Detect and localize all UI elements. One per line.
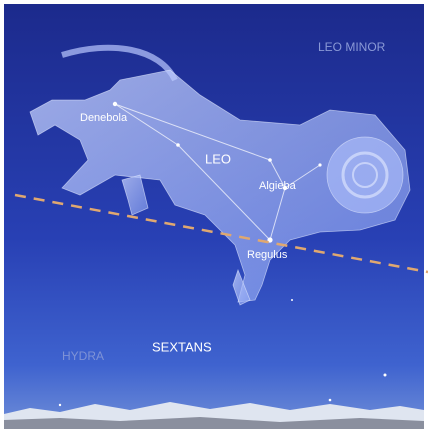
star — [291, 299, 293, 301]
star — [329, 399, 332, 402]
mountain-base — [4, 417, 424, 429]
constellation-label: LEO MINOR — [318, 40, 386, 54]
star — [59, 404, 61, 406]
star — [176, 143, 180, 147]
lion-head — [327, 137, 403, 213]
star-label: Regulus — [247, 249, 288, 261]
constellation-label: LEO — [205, 151, 231, 166]
star — [113, 102, 117, 106]
star — [268, 158, 272, 162]
star — [318, 163, 321, 166]
constellation-label: HYDRA — [62, 349, 104, 363]
constellation-label: SEXTANS — [152, 339, 212, 354]
sky-view: LEO MINOR Denebola LEO Algieba Regulus S… — [0, 0, 428, 433]
star-label: Denebola — [80, 112, 128, 124]
star — [384, 374, 387, 377]
star-label: Algieba — [259, 180, 297, 192]
